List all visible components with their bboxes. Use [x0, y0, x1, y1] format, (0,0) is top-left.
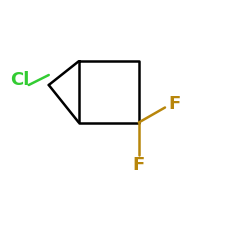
Text: F: F: [169, 95, 181, 113]
Text: F: F: [132, 156, 145, 174]
Text: Cl: Cl: [10, 71, 30, 89]
